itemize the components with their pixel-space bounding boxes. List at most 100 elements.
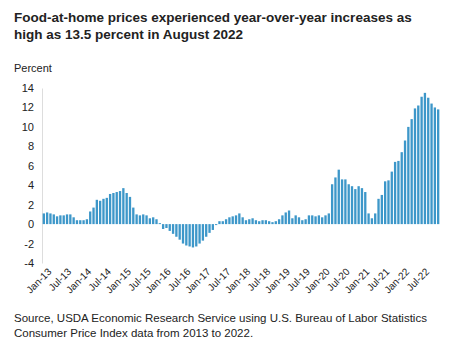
bar [92,208,94,225]
y-tick-label: 0 [28,218,34,230]
bar [228,217,230,224]
bar [152,217,154,224]
y-tick: 6 [28,160,42,172]
bar [298,217,300,224]
bar [159,223,161,225]
bar [414,108,416,224]
bar [344,179,346,224]
bar [142,214,144,224]
y-tick: 12 [22,101,42,113]
bar [139,215,141,224]
x-tick-label: Jan-17 [183,266,213,296]
x-tick-label: Jan-14 [64,266,94,296]
bar [135,214,137,224]
bar [245,220,247,224]
bar [46,212,48,224]
bar [195,224,197,246]
x-tick-label: Jan-18 [223,266,253,296]
bar [59,215,61,224]
bar [324,215,326,224]
bar [434,107,436,224]
bar [205,224,207,237]
x-tick-label: Jan-21 [342,266,372,296]
x-tick: Jul-22 [404,263,431,293]
bar [420,97,422,224]
bar [235,215,237,224]
y-axis-line [42,89,43,264]
x-tick: Jan-19 [263,263,293,295]
y-tick-label: 2 [28,199,34,211]
y-tick-label: 14 [22,82,34,94]
bar [182,224,184,243]
y-tick-label: 8 [28,140,34,152]
x-tick: Jan-20 [303,263,333,295]
x-tick-label: Jan-19 [263,266,293,296]
x-tick: Jan-14 [64,263,94,295]
y-tick-label: 6 [28,160,34,172]
bar [304,219,306,224]
plot: -4-202468101214Jan-13Jul-13Jan-14Jul-14J… [22,82,441,295]
bar [338,170,340,224]
x-tick: Jan-22 [382,263,412,295]
bar [248,219,250,224]
bar [354,189,356,224]
bar [198,224,200,243]
bar [66,214,68,224]
bar [271,222,273,224]
bar [391,172,393,225]
bar [215,224,217,226]
bar [407,127,409,224]
bar [321,217,323,224]
bar [212,224,214,230]
bar [314,216,316,224]
bar [424,93,426,224]
bar [341,179,343,224]
bar [49,213,51,224]
bar [251,218,253,224]
x-axis: Jan-13Jul-13Jan-14Jul-14Jan-15Jul-15Jan-… [24,263,440,295]
bar [357,186,359,224]
bar [261,220,263,224]
chart: Food-at-home prices experienced year-ove… [0,0,450,352]
bar [122,188,124,224]
bar [165,224,167,228]
bar [255,220,257,224]
bar [56,216,58,224]
y-tick-label: 10 [22,121,34,133]
bar [367,213,369,224]
bar [285,212,287,224]
x-tick-label: Jul-22 [404,266,431,293]
bar [371,218,373,224]
bar [394,162,396,224]
bar [427,98,429,224]
y-tick: 0 [28,218,42,230]
bar [258,221,260,224]
bar [361,188,363,224]
bars [43,93,440,248]
y-tick: -2 [24,238,42,250]
bar [295,215,297,224]
bar [208,224,210,233]
bar [377,199,379,224]
bar [63,215,65,224]
bar [401,152,403,224]
bar [99,201,101,224]
bar [185,224,187,245]
bar [331,184,333,224]
bar [169,224,171,231]
bar [411,119,413,224]
bar [86,219,88,224]
bar [112,193,114,224]
bar [288,211,290,225]
bar [384,181,386,224]
bar [241,217,243,224]
bar [232,216,234,224]
y-tick: 8 [28,140,42,152]
text-line: Consumer Price Index data from 2013 to 2… [14,327,253,339]
x-tick-label: Jan-15 [104,266,134,296]
x-tick-label: Jan-22 [382,266,412,296]
bar [162,224,164,229]
bar [109,194,111,224]
bar [268,221,270,224]
bar [132,208,134,225]
